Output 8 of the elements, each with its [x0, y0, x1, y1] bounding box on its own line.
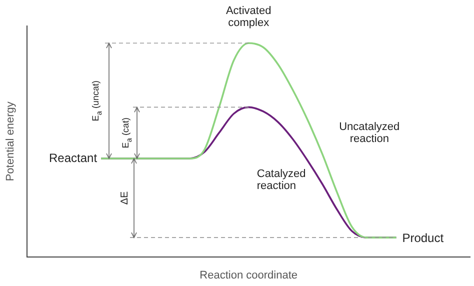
annotation: Reactant — [49, 151, 98, 166]
y-axis-title: Potential energy — [4, 101, 17, 182]
text: Activated complex — [224, 5, 272, 30]
series-label: Catalyzed reaction — [256, 168, 307, 192]
annotation: Product — [402, 230, 444, 245]
series-label: Uncatalyzed reaction — [338, 120, 401, 145]
x-axis-title: Reaction coordinate — [200, 269, 298, 282]
annotation: ΔE — [119, 191, 132, 205]
